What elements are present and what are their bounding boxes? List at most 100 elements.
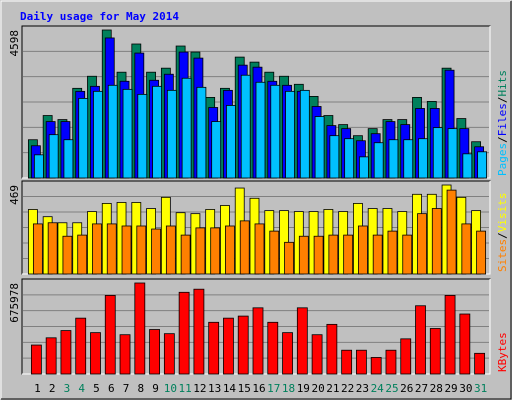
bar [104,295,116,375]
bar [152,85,162,179]
bar [137,93,148,179]
bar [388,139,399,179]
legend-entry: Sites [496,239,509,272]
bar [107,84,118,179]
x-tick-label: 11 [179,382,192,395]
legend-separator: / [496,97,509,104]
x-tick-label: 15 [238,382,251,395]
x-tick-label: 24 [371,382,385,395]
x-tick-label: 18 [282,382,295,395]
bar [208,321,220,375]
bar [359,156,369,179]
bar [474,352,486,375]
bar [226,105,236,179]
bar [298,235,309,275]
bar [47,222,58,275]
bar [373,142,384,179]
bar [447,128,458,179]
bar [151,228,161,275]
bar [446,189,457,275]
bar [313,235,324,275]
bar [270,84,281,179]
legend: Sites/Visits [496,193,509,273]
bar [90,332,101,375]
bar [77,234,88,275]
bar [78,97,89,179]
bar [296,307,308,375]
bar [196,86,207,179]
legend-separator: / [496,232,509,239]
x-tick-label: 4 [78,382,85,395]
bar [30,344,42,375]
y-tick-label: 4598 [8,30,21,57]
x-tick-label: 23 [356,382,369,395]
bar [267,321,279,375]
bar [193,288,205,375]
x-tick-label: 2 [49,382,56,395]
x-tick-label: 26 [400,382,413,395]
bar [223,317,234,375]
bar [314,116,325,179]
panel-bevel [22,279,491,375]
bar [237,315,249,375]
bar [282,332,293,375]
bar [252,307,264,375]
bar [341,349,353,375]
bar [356,349,367,375]
bar [370,357,382,375]
legend: KBytes [496,332,509,372]
bar [240,74,251,179]
bar [63,139,74,179]
bar [415,305,426,375]
legend-entry: Pages [496,143,509,176]
x-tick-label: 29 [444,382,457,395]
bar [45,337,57,375]
chart-title: Daily usage for May 2014 [20,10,179,23]
y-tick-label: 469 [8,185,21,205]
bar [92,223,102,275]
bar [462,153,473,179]
bar [195,227,206,275]
bar [163,333,175,375]
x-tick-label: 22 [341,382,354,395]
x-tick-label: 16 [252,382,265,395]
x-tick-label: 12 [193,382,206,395]
bar [343,234,354,275]
y-tick-label: 675978 [8,283,21,323]
x-tick-label: 31 [474,382,487,395]
bar [211,121,222,179]
bar [328,234,339,275]
bar [299,89,310,179]
bar [400,338,412,375]
bar [329,135,340,179]
x-tick-label: 1 [34,382,41,395]
x-tick-label: 20 [311,382,324,395]
bar [476,230,487,275]
bar [403,139,414,179]
bar [119,334,131,375]
bar [239,220,250,275]
legend-separator: / [496,136,509,143]
x-tick-label: 5 [93,382,100,395]
bar [285,90,295,179]
bar [180,234,191,275]
bar [418,138,428,179]
bar [444,295,456,375]
bar [121,225,132,275]
bar [429,328,441,375]
bar [459,313,471,375]
bar [431,208,442,275]
bar [32,223,43,275]
x-tick-label: 27 [415,382,428,395]
x-tick-label: 14 [223,382,237,395]
bar [477,151,488,179]
bar [134,282,146,375]
bar [181,77,192,179]
bar [385,349,397,375]
bar [402,234,413,275]
x-tick-label: 3 [64,382,71,395]
